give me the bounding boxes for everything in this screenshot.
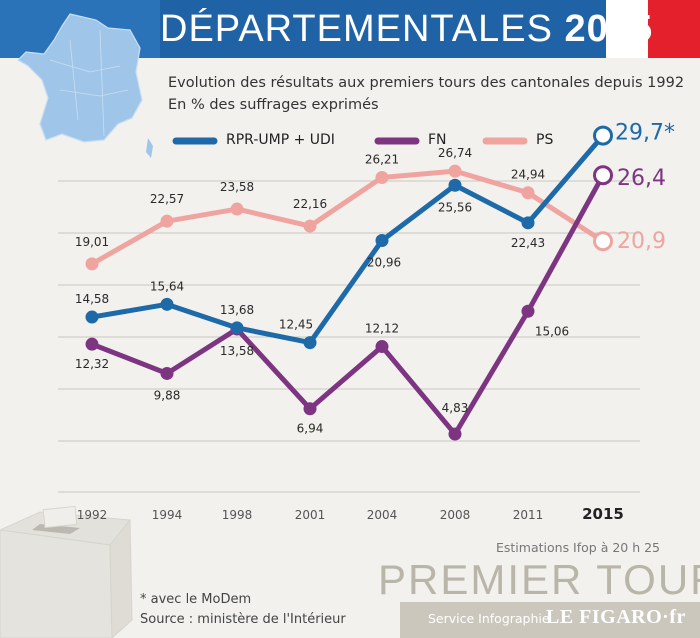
data-label: 25,56 — [438, 200, 472, 214]
premier-tour-title: PREMIER TOUR — [378, 556, 700, 603]
data-label: 26,74 — [438, 146, 472, 160]
data-point — [230, 321, 244, 335]
service-infographie-credit: Service Infographie — [428, 611, 550, 626]
france-map-icon — [17, 13, 153, 158]
data-point — [448, 164, 462, 178]
data-point-2015 — [593, 125, 613, 146]
data-label: 4,83 — [442, 401, 469, 415]
data-label: 15,64 — [150, 279, 184, 293]
x-tick-label: 2004 — [367, 508, 398, 522]
data-point-2015 — [593, 231, 613, 252]
data-point — [85, 257, 99, 271]
series-line-ump — [89, 133, 606, 346]
data-label: 12,45 — [279, 318, 313, 332]
x-tick-label: 2008 — [440, 508, 471, 522]
data-point — [160, 297, 174, 311]
flag-white-stripe — [606, 0, 648, 58]
data-point — [521, 304, 535, 318]
data-label: 15,06 — [535, 324, 569, 338]
data-point — [230, 202, 244, 216]
legend-label-ump: RPR-UMP + UDI — [226, 132, 335, 148]
data-label: 6,94 — [297, 422, 324, 436]
data-label: 14,58 — [75, 292, 109, 306]
source-note: Source : ministère de l'Intérieur — [140, 612, 346, 627]
footer-strip — [400, 602, 700, 638]
data-point — [521, 186, 535, 200]
data-point — [375, 340, 389, 354]
series-line-ps — [89, 168, 606, 267]
data-label: 12,32 — [75, 357, 109, 371]
ballot-box-illustration — [0, 505, 133, 638]
x-tick-label: 1998 — [222, 508, 253, 522]
legend-label-fn: FN — [428, 132, 447, 148]
legend-label-ps: PS — [536, 132, 554, 148]
data-label-2015: 26,4 — [617, 166, 666, 191]
title-part1: DÉPARTEMENTALES — [160, 8, 553, 50]
data-point — [521, 216, 535, 230]
data-point — [303, 402, 317, 416]
title-year: 2015 — [564, 8, 654, 50]
chart-subtitle: Evolution des résultats aux premiers tou… — [168, 75, 685, 91]
data-point — [448, 427, 462, 441]
le-figaro-logo: LE FIGARO·fr — [546, 606, 686, 628]
title-banner: DÉPARTEMENTALES 2015 — [0, 0, 700, 58]
data-label: 22,43 — [511, 236, 545, 250]
data-label: 26,21 — [365, 152, 399, 166]
data-label: 23,58 — [220, 180, 254, 194]
data-point — [375, 170, 389, 184]
data-point-2015 — [593, 165, 613, 186]
data-point — [375, 233, 389, 247]
footnote-modem: * avec le MoDem — [140, 592, 252, 607]
data-point — [160, 214, 174, 228]
x-tick-label: 1992 — [77, 508, 108, 522]
data-label: 19,01 — [75, 235, 109, 249]
data-point — [303, 336, 317, 350]
x-tick-label: 2011 — [513, 508, 544, 522]
data-point — [85, 337, 99, 351]
flag-red-stripe — [648, 0, 700, 58]
data-label: 9,88 — [154, 388, 181, 402]
x-tick-label: 1994 — [152, 508, 183, 522]
data-point — [160, 366, 174, 380]
data-label: 13,68 — [220, 303, 254, 317]
data-point — [303, 219, 317, 233]
data-point — [448, 178, 462, 192]
chart-unit-note: En % des suffrages exprimés — [168, 97, 379, 113]
data-label: 22,16 — [293, 197, 327, 211]
x-tick-label: 2015 — [582, 505, 624, 523]
data-label: 13,58 — [220, 344, 254, 358]
data-label-2015: 29,7* — [615, 121, 675, 146]
data-label-2015: 20,9 — [617, 229, 666, 254]
page-title: DÉPARTEMENTALES 2015 — [160, 8, 653, 51]
data-label: 24,94 — [511, 168, 545, 182]
x-tick-label: 2001 — [295, 508, 326, 522]
data-point — [85, 310, 99, 324]
data-label: 22,57 — [150, 192, 184, 206]
estimation-note: Estimations Ifop à 20 h 25 — [496, 540, 661, 555]
data-label: 12,12 — [365, 322, 399, 336]
data-label: 20,96 — [367, 255, 401, 269]
series-line-fn — [89, 172, 606, 437]
